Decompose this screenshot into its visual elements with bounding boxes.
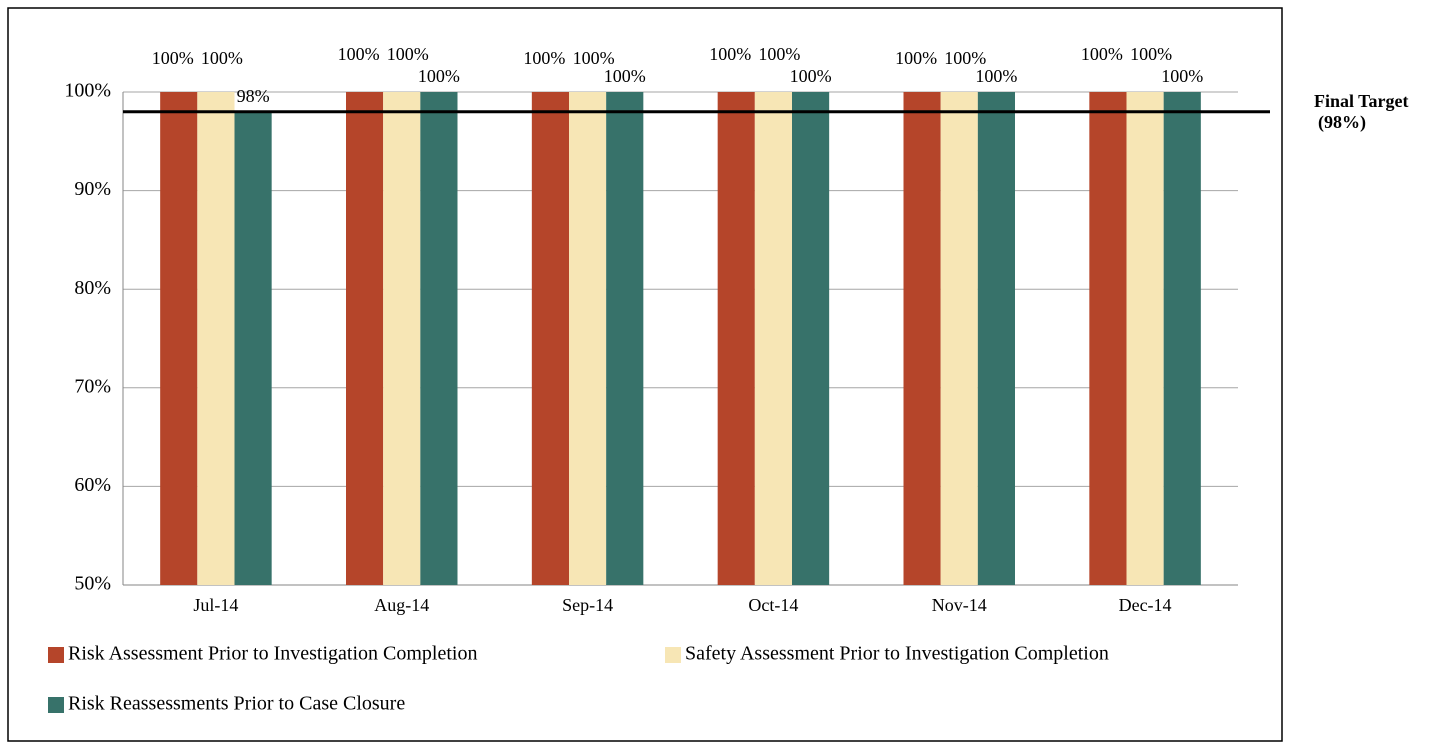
bar: [420, 92, 458, 585]
y-tick-label: 100%: [64, 80, 111, 102]
x-tick-label: Jul-14: [193, 595, 238, 615]
bar: [792, 92, 830, 585]
data-label: 100%: [975, 66, 1017, 86]
data-label: 100%: [758, 44, 800, 64]
y-tick-label: 60%: [74, 474, 111, 496]
data-label: 100%: [1130, 44, 1172, 64]
bar: [531, 92, 569, 585]
x-tick-label: Nov-14: [932, 595, 987, 615]
bar: [197, 92, 235, 585]
bar: [606, 92, 644, 585]
x-tick-label: Oct-14: [748, 595, 798, 615]
bar: [754, 92, 792, 585]
data-label: 100%: [790, 66, 832, 86]
data-label: 100%: [418, 66, 460, 86]
data-label: 100%: [152, 48, 194, 68]
legend-swatch: [48, 697, 64, 713]
target-value-label: (98%): [1318, 112, 1366, 133]
data-label: 100%: [338, 44, 380, 64]
legend-label: Risk Reassessments Prior to Case Closure: [68, 693, 405, 715]
y-tick-label: 70%: [74, 375, 111, 397]
legend-swatch: [665, 647, 681, 663]
x-tick-label: Aug-14: [374, 595, 429, 615]
bar: [1126, 92, 1164, 585]
bar: [903, 92, 941, 585]
bar: [234, 111, 272, 585]
y-tick-label: 50%: [74, 573, 111, 595]
data-label: 98%: [237, 86, 270, 106]
bar: [717, 92, 755, 585]
data-label: 100%: [523, 48, 565, 68]
bar: [940, 92, 978, 585]
bar: [977, 92, 1015, 585]
data-label: 100%: [944, 48, 986, 68]
legend-label: Safety Assessment Prior to Investigation…: [685, 643, 1109, 665]
data-label: 100%: [201, 48, 243, 68]
data-label: 100%: [387, 44, 429, 64]
data-label: 100%: [709, 44, 751, 64]
bar: [346, 92, 384, 585]
legend-label: Risk Assessment Prior to Investigation C…: [68, 643, 477, 665]
data-label: 100%: [895, 48, 937, 68]
y-tick-label: 90%: [74, 178, 111, 200]
chart-border: [7, 7, 1283, 742]
data-label: 100%: [1081, 44, 1123, 64]
bar: [383, 92, 421, 585]
bar: [1163, 92, 1201, 585]
y-tick-label: 80%: [74, 277, 111, 299]
bar: [569, 92, 607, 585]
data-label: 100%: [604, 66, 646, 86]
bar: [160, 92, 198, 585]
data-label: 100%: [573, 48, 615, 68]
bar: [1089, 92, 1127, 585]
x-tick-label: Sep-14: [562, 595, 613, 615]
x-tick-label: Dec-14: [1119, 595, 1172, 615]
legend-swatch: [48, 647, 64, 663]
target-label: Final Target: [1314, 91, 1409, 111]
data-label: 100%: [1161, 66, 1203, 86]
